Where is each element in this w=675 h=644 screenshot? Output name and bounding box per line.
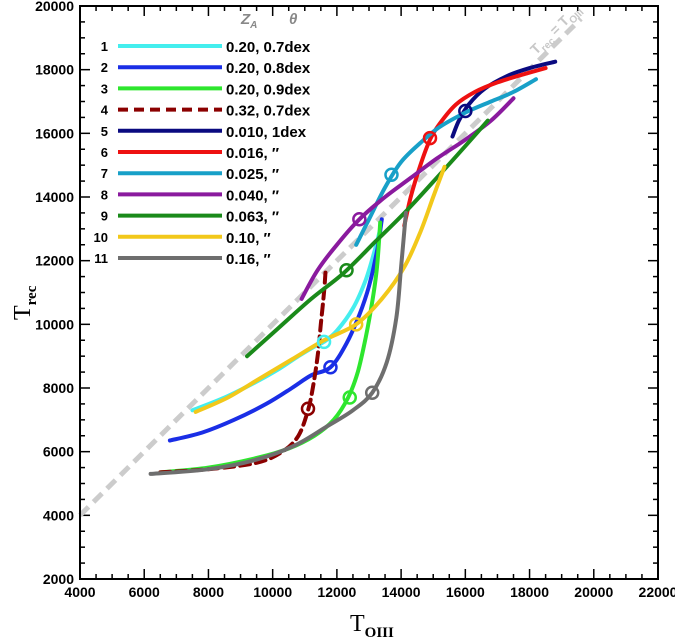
legend-number-7: 7 xyxy=(101,166,108,181)
y-tick-label: 4000 xyxy=(43,507,74,523)
x-tick-label: 10000 xyxy=(253,584,292,600)
x-tick-label: 14000 xyxy=(382,584,421,600)
legend-number-11: 11 xyxy=(94,251,108,266)
legend-label-10: 0.10, ″ xyxy=(226,230,271,247)
marker-layer xyxy=(300,103,473,416)
x-tick-label: 20000 xyxy=(574,584,613,600)
series-line-6 xyxy=(402,66,548,228)
x-tick-label: 4000 xyxy=(64,584,95,600)
legend-label-8: 0.040, ″ xyxy=(226,187,279,204)
legend-number-10: 10 xyxy=(94,230,108,245)
y-tick-label: 12000 xyxy=(35,253,74,269)
x-tick-label: 18000 xyxy=(510,584,549,600)
series-marker-10 xyxy=(348,317,364,332)
series-line-10 xyxy=(193,164,447,414)
series-marker-3 xyxy=(342,390,357,405)
series-marker-1 xyxy=(316,334,332,350)
y-tick-label: 10000 xyxy=(35,316,74,332)
legend-label-3: 0.20, 0.9dex xyxy=(226,81,311,98)
legend-label-2: 0.20, 0.8dex xyxy=(226,60,311,77)
one-to-one-line xyxy=(78,16,583,518)
series-marker-9 xyxy=(339,262,354,278)
ticks-layer: 4000 6000 8000 10000 12000 14000 16000 18000 200… xyxy=(35,0,675,600)
y-axis-label: Trec xyxy=(10,285,40,320)
series-marker-4 xyxy=(300,401,316,416)
y-tick-label: 18000 xyxy=(35,62,74,78)
legend: ZA θ 1 0.20, 0.7dex 2 0.20, 0.8dex 3 0.20, 0.9d… xyxy=(94,11,311,268)
legend-label-9: 0.063, ″ xyxy=(226,209,279,226)
series-marker-6 xyxy=(422,130,438,146)
series-line-4 xyxy=(158,268,328,475)
legend-header-z: ZA xyxy=(240,11,257,31)
y-tick-label: 2000 xyxy=(43,571,74,587)
legend-header-theta: θ xyxy=(289,11,298,28)
x-tick-label: 22000 xyxy=(639,584,675,600)
legend-number-3: 3 xyxy=(101,81,108,96)
one-to-one-label: Trec = TOIII xyxy=(527,1,587,61)
y-tick-label: 8000 xyxy=(43,380,74,396)
series-line-5 xyxy=(450,59,558,139)
y-tick-label: 20000 xyxy=(35,0,74,14)
legend-number-4: 4 xyxy=(101,103,109,118)
legend-label-1: 0.20, 0.7dex xyxy=(226,39,311,56)
legend-number-9: 9 xyxy=(101,209,108,224)
series-line-11 xyxy=(148,210,408,476)
series-marker-7 xyxy=(384,167,399,182)
x-tick-label: 12000 xyxy=(317,584,356,600)
legend-label-5: 0.010, 1dex xyxy=(226,124,307,141)
y-tick-label: 6000 xyxy=(43,444,74,460)
legend-number-6: 6 xyxy=(101,145,108,160)
y-tick-label: 14000 xyxy=(35,189,74,205)
legend-label-6: 0.016, ″ xyxy=(226,145,279,162)
plot-frame xyxy=(79,5,659,580)
legend-number-5: 5 xyxy=(101,124,108,139)
series-marker-8 xyxy=(352,212,367,227)
x-tick-label: 6000 xyxy=(129,584,160,600)
legend-label-7: 0.025, ″ xyxy=(226,166,279,183)
x-tick-label: 16000 xyxy=(446,584,485,600)
legend-number-1: 1 xyxy=(101,39,108,54)
x-axis-label: TOIII xyxy=(350,611,394,641)
series-line-2 xyxy=(167,217,384,443)
legend-number-2: 2 xyxy=(101,60,108,75)
legend-number-8: 8 xyxy=(101,187,108,202)
series-marker-11 xyxy=(364,385,380,401)
series-marker-5 xyxy=(458,103,473,119)
legend-label-11: 0.16, ″ xyxy=(226,251,271,268)
x-tick-label: 8000 xyxy=(193,584,224,600)
y-tick-label: 16000 xyxy=(35,125,74,141)
series-line-9 xyxy=(245,118,490,359)
series-marker-2 xyxy=(323,360,338,375)
legend-label-4: 0.32, 0.7dex xyxy=(226,103,311,120)
